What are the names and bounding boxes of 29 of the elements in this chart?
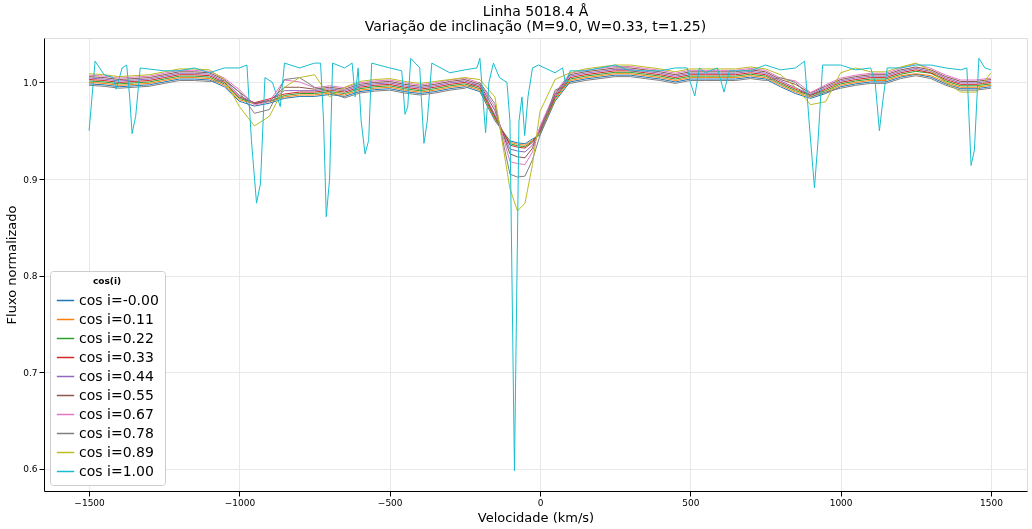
- x-tick-label: −1500: [74, 497, 106, 508]
- y-tick-label: 1.0: [23, 77, 38, 88]
- line-series: [88, 62, 992, 212]
- legend-label: cos i=1.00: [79, 462, 154, 479]
- legend-title: cos(i): [92, 276, 122, 286]
- chart-title: Linha 5018.4 Å: [482, 3, 589, 19]
- x-tick-label: −500: [377, 497, 403, 508]
- legend-label: cos i=-0.00: [79, 291, 159, 308]
- chart-subtitle: Variação de inclinação (M=9.0, W=0.33, t=1.25): [364, 18, 707, 34]
- legend-label: cos i=0.44: [79, 367, 154, 384]
- legend-label: cos i=0.33: [79, 348, 154, 365]
- x-tick-label: 500: [682, 497, 700, 508]
- legend-label: cos i=0.67: [79, 405, 154, 422]
- legend-label: cos i=0.11: [79, 310, 154, 327]
- legend-label: cos i=0.78: [79, 424, 154, 441]
- x-axis-title: Velocidade (km/s): [477, 509, 595, 525]
- y-axis-title: Fluxo normalizado: [4, 205, 20, 325]
- legend-label: cos i=0.89: [79, 443, 154, 460]
- y-tick-label: 0.6: [23, 464, 38, 475]
- y-tick-label: 0.9: [23, 174, 38, 185]
- x-tick-label: 1500: [979, 497, 1004, 508]
- y-tick-label: 0.7: [23, 367, 38, 378]
- line-series: [88, 75, 992, 178]
- x-tick-label: 0: [537, 497, 544, 508]
- y-tick-label: 0.8: [23, 271, 38, 282]
- x-tick-label: −1000: [224, 497, 256, 508]
- legend-label: cos i=0.55: [79, 386, 154, 403]
- x-tick-label: 1000: [829, 497, 853, 508]
- legend-label: cos i=0.22: [79, 329, 154, 346]
